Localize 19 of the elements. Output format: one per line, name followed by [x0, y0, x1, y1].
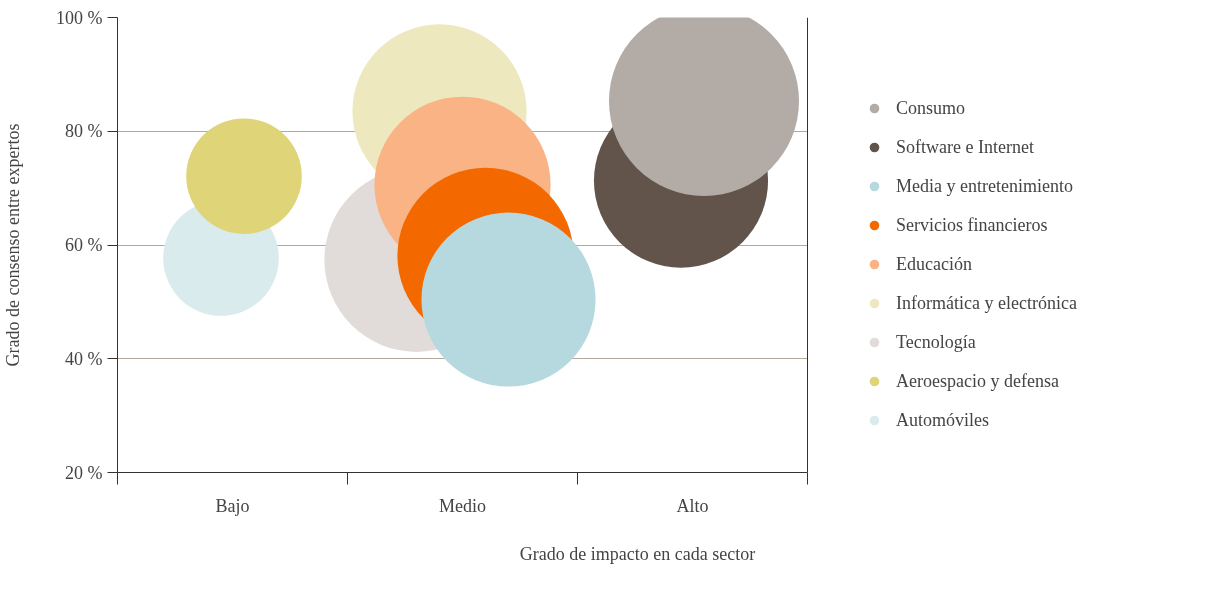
legend-label: Aeroespacio y defensa — [896, 370, 1059, 392]
legend-label: Servicios financieros — [896, 214, 1048, 236]
x-tick-label: Bajo — [215, 495, 250, 516]
y-tick-label: 20 % — [65, 462, 103, 483]
x-tick-label: Alto — [676, 495, 709, 516]
legend-label: Media y entretenimiento — [896, 175, 1073, 197]
legend-label: Tecnología — [896, 331, 976, 353]
y-tick-label: 80 % — [65, 121, 103, 142]
x-tick-label: Medio — [439, 495, 486, 516]
legend-label: Automóviles — [896, 409, 989, 431]
x-axis-title: Grado de impacto en cada sector — [519, 543, 756, 564]
y-tick-label: 60 % — [65, 235, 103, 255]
legend-label: Educación — [896, 253, 972, 275]
y-axis-title: Grado de consenso entre expertos — [3, 123, 24, 367]
y-tick-label: 100 % — [56, 7, 103, 28]
legend-label: Consumo — [896, 97, 966, 119]
legend-label: Informática y electrónica — [896, 292, 1077, 314]
y-tick-label: 40 % — [65, 348, 103, 369]
legend-label: Software e Internet — [896, 136, 1034, 158]
